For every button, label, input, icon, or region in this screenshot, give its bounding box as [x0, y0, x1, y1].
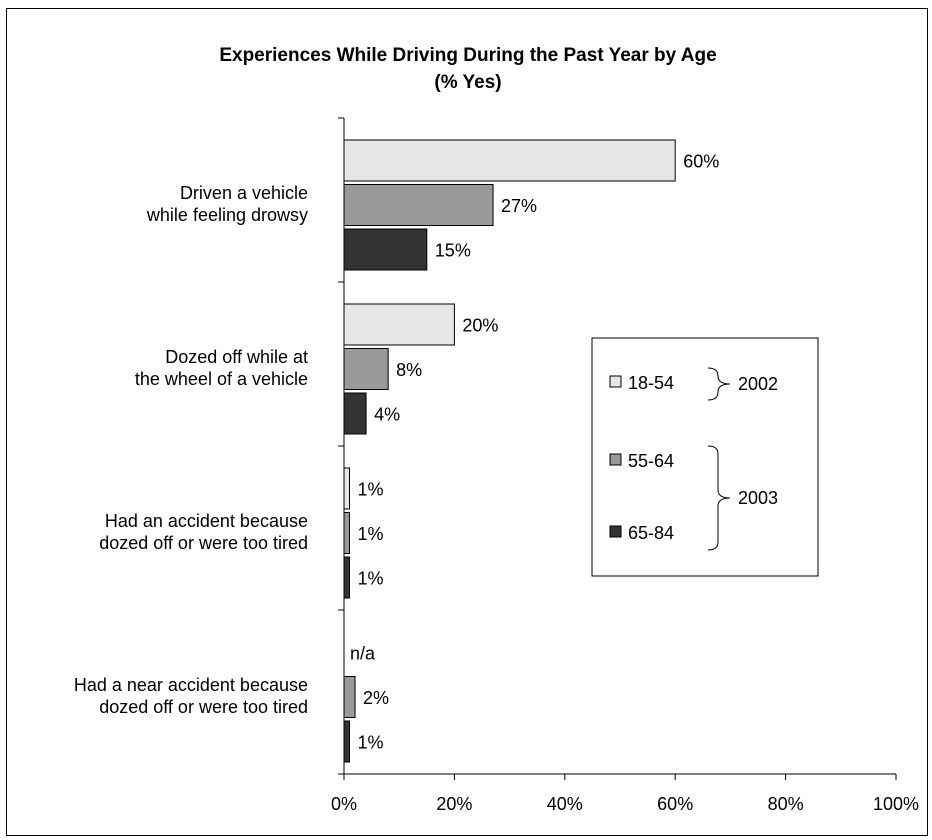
- data-label: n/a: [350, 644, 376, 664]
- bar: [343, 348, 389, 390]
- bar: [343, 139, 676, 182]
- x-tick-label: 60%: [657, 794, 693, 814]
- data-label: 60%: [683, 152, 719, 172]
- bar: [343, 720, 351, 763]
- category-label: Had an accident because: [105, 511, 308, 531]
- bar: [343, 556, 351, 599]
- legend-swatch: [609, 525, 622, 538]
- bar: [343, 512, 351, 554]
- legend-brace: [707, 445, 731, 551]
- legend-label: 55-64: [628, 451, 674, 471]
- category-label: while feeling drowsy: [146, 205, 308, 225]
- category-label: Driven a vehicle: [180, 183, 308, 203]
- data-label: 4%: [374, 405, 400, 425]
- category-label: dozed off or were too tired: [99, 697, 308, 717]
- data-label: 2%: [363, 688, 389, 708]
- x-tick-label: 20%: [436, 794, 472, 814]
- bar: [343, 303, 455, 346]
- bar: [343, 392, 367, 435]
- category-label: Dozed off while at: [165, 347, 308, 367]
- data-label: 27%: [501, 196, 537, 216]
- data-label: 1%: [358, 480, 384, 500]
- legend-box: [591, 337, 819, 577]
- data-label: 1%: [358, 733, 384, 753]
- legend-label: 18-54: [628, 373, 674, 393]
- data-label: 15%: [435, 241, 471, 261]
- plot-area: 0% 20% 40% 60% 80% 100% Driven a vehiclewhile …: [74, 117, 919, 814]
- bar: [343, 467, 351, 510]
- legend-swatch: [609, 453, 622, 466]
- chart-title: Experiences While Driving During the Pas…: [219, 45, 716, 66]
- legend-brace: [707, 367, 731, 401]
- legend-label: 65-84: [628, 523, 674, 543]
- bar: [343, 676, 356, 718]
- category-label: dozed off or were too tired: [99, 533, 308, 553]
- category-label: the wheel of a vehicle: [135, 369, 308, 389]
- x-tick-label: 80%: [768, 794, 804, 814]
- bar: [343, 228, 428, 271]
- legend-group-label: 2003: [738, 488, 778, 508]
- data-label: 1%: [358, 524, 384, 544]
- chart-subtitle: (% Yes): [434, 72, 501, 93]
- legend-swatch: [609, 375, 622, 388]
- x-tick-label: 40%: [547, 794, 583, 814]
- bar: [343, 184, 494, 226]
- x-tick-label: 0%: [331, 794, 357, 814]
- legend-group-label: 2002: [738, 374, 778, 394]
- data-label: 20%: [462, 316, 498, 336]
- legend: 18-54 55-64 65-84 2002 2003: [591, 337, 819, 577]
- category-label: Had a near accident because: [74, 675, 308, 695]
- x-tick-label: 100%: [873, 794, 919, 814]
- data-label: 8%: [396, 360, 422, 380]
- data-label: 1%: [358, 569, 384, 589]
